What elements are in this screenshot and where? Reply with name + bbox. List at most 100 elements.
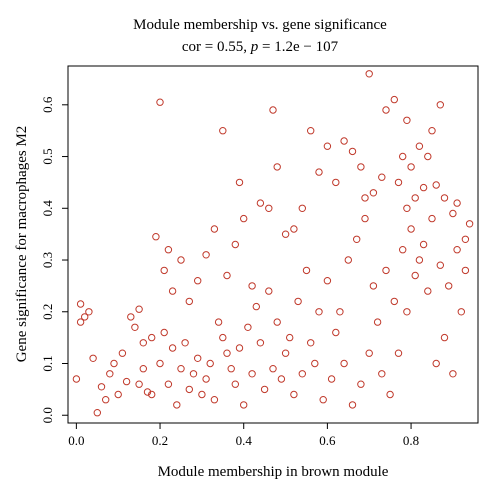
data-point [369,189,378,197]
data-point [323,142,332,150]
data-point [273,163,281,171]
data-point [357,380,365,388]
data-point [403,116,411,125]
data-point [76,300,85,308]
data-point [248,370,256,378]
data-point [411,271,419,280]
data-point [252,302,260,311]
chart-title: Module membership vs. gene significance [133,17,387,33]
data-point [156,98,164,106]
data-point [365,70,373,78]
data-point [164,380,173,388]
data-point [332,178,340,187]
data-point [127,313,135,321]
data-point [457,308,465,316]
data-point [315,308,323,316]
data-point [114,390,122,399]
data-point [465,220,474,228]
x-axis: 0.0 0.2 0.4 0.6 0.8 [68,423,419,448]
data-point [168,344,177,352]
data-point [235,344,244,352]
subtitle-suffix: = 1.2e − 107 [258,39,338,55]
data-point [139,339,148,347]
data-point [336,308,344,316]
data-point [449,370,457,378]
data-point [344,256,352,264]
data-point [298,204,306,213]
data-point [365,349,373,357]
subtitle-p: p [250,39,259,55]
data-point [102,396,110,404]
subtitle-prefix: cor = 0.55, [182,39,251,55]
data-point [286,333,294,342]
data-point [307,127,315,135]
data-point [106,370,114,378]
data-point [436,101,444,109]
data-point [76,318,85,326]
data-point [160,266,168,275]
data-point [202,251,210,259]
x-tick-label: 0.6 [319,433,336,448]
data-point [164,246,173,254]
data-point [415,142,424,150]
data-point [214,318,223,326]
data-point [419,183,428,192]
chart-subtitle: cor = 0.55, p = 1.2e − 107 [182,39,339,55]
data-point [148,333,156,342]
data-point [357,163,365,171]
data-point [361,214,369,223]
y-tick-label: 0.0 [40,407,55,423]
data-point [399,246,407,254]
data-point [231,240,240,249]
data-point [93,409,102,417]
data-point [415,256,424,264]
data-point [332,328,340,337]
data-point [382,106,390,114]
data-point [411,194,419,202]
y-tick-label: 0.3 [40,252,55,268]
data-point [294,297,302,306]
data-point [403,204,411,213]
data-point [319,396,327,404]
data-point [248,282,256,290]
data-point [348,401,357,409]
x-tick-label: 0.4 [236,433,253,448]
data-point [407,163,415,171]
data-point [256,339,265,347]
data-point [269,106,277,114]
data-point [160,328,168,337]
data-point [273,318,281,326]
data-point [424,287,432,295]
data-point [156,359,164,368]
data-point [382,266,390,275]
data-point [386,390,394,399]
data-point [227,365,235,373]
data-point [244,323,252,331]
data-point [148,390,156,399]
data-point [269,365,277,373]
x-tick-label: 0.2 [152,433,168,448]
data-point [340,359,348,368]
data-point [256,199,265,207]
data-point [210,225,219,233]
data-point [298,370,306,378]
data-point [89,354,97,362]
data-point [85,308,93,316]
data-point [118,349,127,357]
data-point [432,181,440,189]
data-point [235,178,244,187]
data-point [327,375,336,383]
data-point [348,147,357,156]
data-point [168,287,177,295]
data-point [181,339,189,347]
data-point [424,152,432,161]
data-point [432,359,440,368]
data-point [177,365,185,373]
data-point [407,225,415,233]
data-point [361,194,369,202]
data-point [265,204,273,213]
data-point [223,271,231,280]
data-point [353,235,361,244]
data-point [97,383,106,391]
